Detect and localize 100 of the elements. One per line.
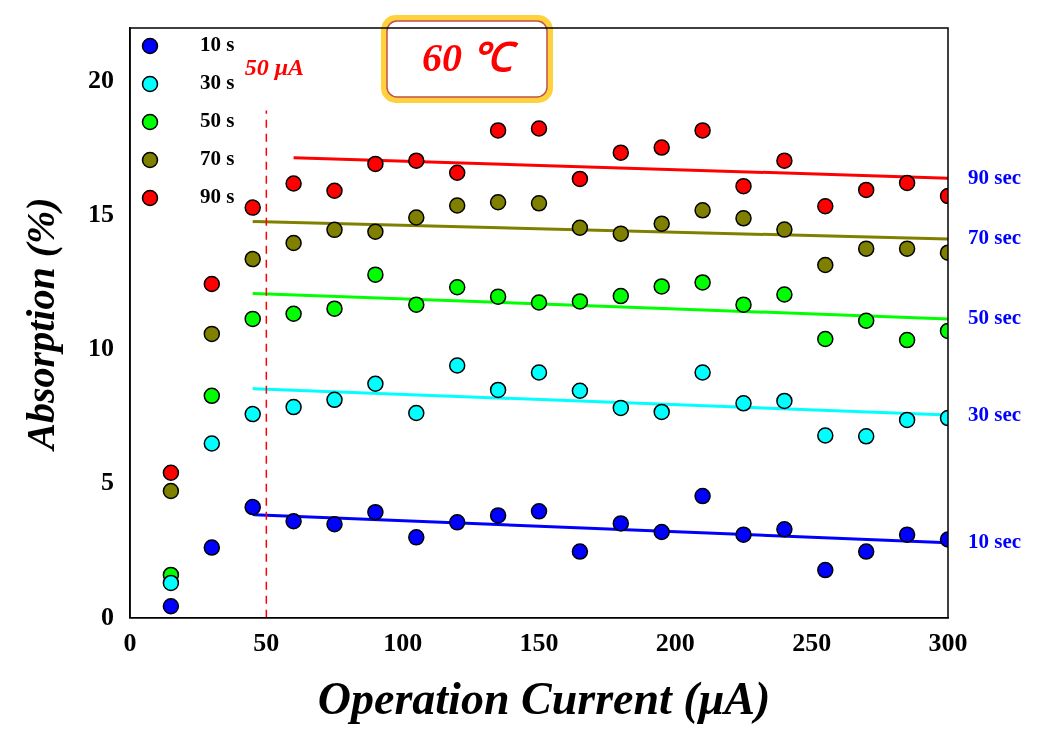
point [735,526,752,543]
point [489,381,507,399]
point [408,529,425,546]
point [612,144,630,161]
point [653,139,670,156]
y-tick-label: 0 [101,601,114,631]
point [776,152,793,169]
point [367,375,384,393]
point [326,515,343,533]
point [448,197,466,214]
x-tick-label: 250 [792,628,832,658]
x-tick-label: 50 [253,628,280,658]
point [898,526,916,543]
point [817,330,834,348]
point [530,364,548,381]
point [489,122,507,139]
point [612,399,630,417]
point [694,364,711,381]
point [408,404,425,422]
point [694,487,711,505]
point [735,395,752,412]
point [489,194,507,211]
y-tick-label: 15 [88,199,114,229]
point [448,278,466,296]
point [162,598,180,615]
point [203,539,221,556]
point [285,305,302,323]
point [653,403,670,421]
point [244,498,261,516]
point [448,164,466,182]
point [776,392,793,410]
ref-line-label: 50 μA [244,54,305,81]
point [694,122,711,139]
point [898,411,916,429]
point [817,561,834,579]
point [694,202,711,219]
point [162,464,180,482]
legend-label: 90 s [200,184,235,209]
point [735,210,752,227]
text: 90 sec [968,164,1022,189]
point [326,300,343,317]
point [244,310,261,328]
annotation: 60 ℃ [422,35,519,81]
y-tick-label: 10 [88,333,114,363]
x-axis-title: Operation Current (μA) [316,672,772,725]
point [203,435,221,452]
point [326,391,343,409]
y-tick-label: 5 [101,467,114,497]
point [571,219,589,236]
point [612,287,630,305]
point [817,427,834,444]
point [203,325,221,343]
point [530,503,548,520]
point [367,155,384,173]
legend-label: 50 s [200,108,235,133]
point [898,331,916,349]
legend-label: 70 s [200,146,235,171]
point [162,574,180,592]
text: 10 sec [968,529,1022,554]
point [326,221,343,239]
point [448,357,466,374]
point [285,398,302,416]
point [817,256,834,274]
point [857,543,875,560]
x-tick-label: 200 [655,628,695,658]
point [653,215,670,232]
point [571,543,589,560]
point [776,521,793,538]
point [285,234,302,252]
point [653,278,670,295]
x-tick-label: 300 [928,628,968,658]
point [408,152,425,169]
x-tick-label: 0 [123,628,137,658]
point [612,515,630,532]
point [489,288,507,305]
point [776,286,793,303]
point [612,225,630,242]
point [898,240,916,257]
x-tick-label: 150 [519,628,559,658]
point [530,294,548,311]
point [571,293,589,310]
point [530,120,548,137]
point [898,174,916,192]
point [203,387,221,405]
point [694,274,711,291]
point [776,221,793,238]
point [857,240,875,257]
point [367,223,384,240]
point [408,209,425,226]
y-tick-label: 20 [88,65,114,95]
text: 30 sec [968,401,1022,426]
point [817,198,834,215]
point [735,296,752,313]
point [735,177,752,195]
point [162,482,180,500]
point [367,266,384,283]
legend-label: 30 s [200,70,235,95]
point [857,312,875,330]
point [244,199,261,216]
point [203,275,221,293]
